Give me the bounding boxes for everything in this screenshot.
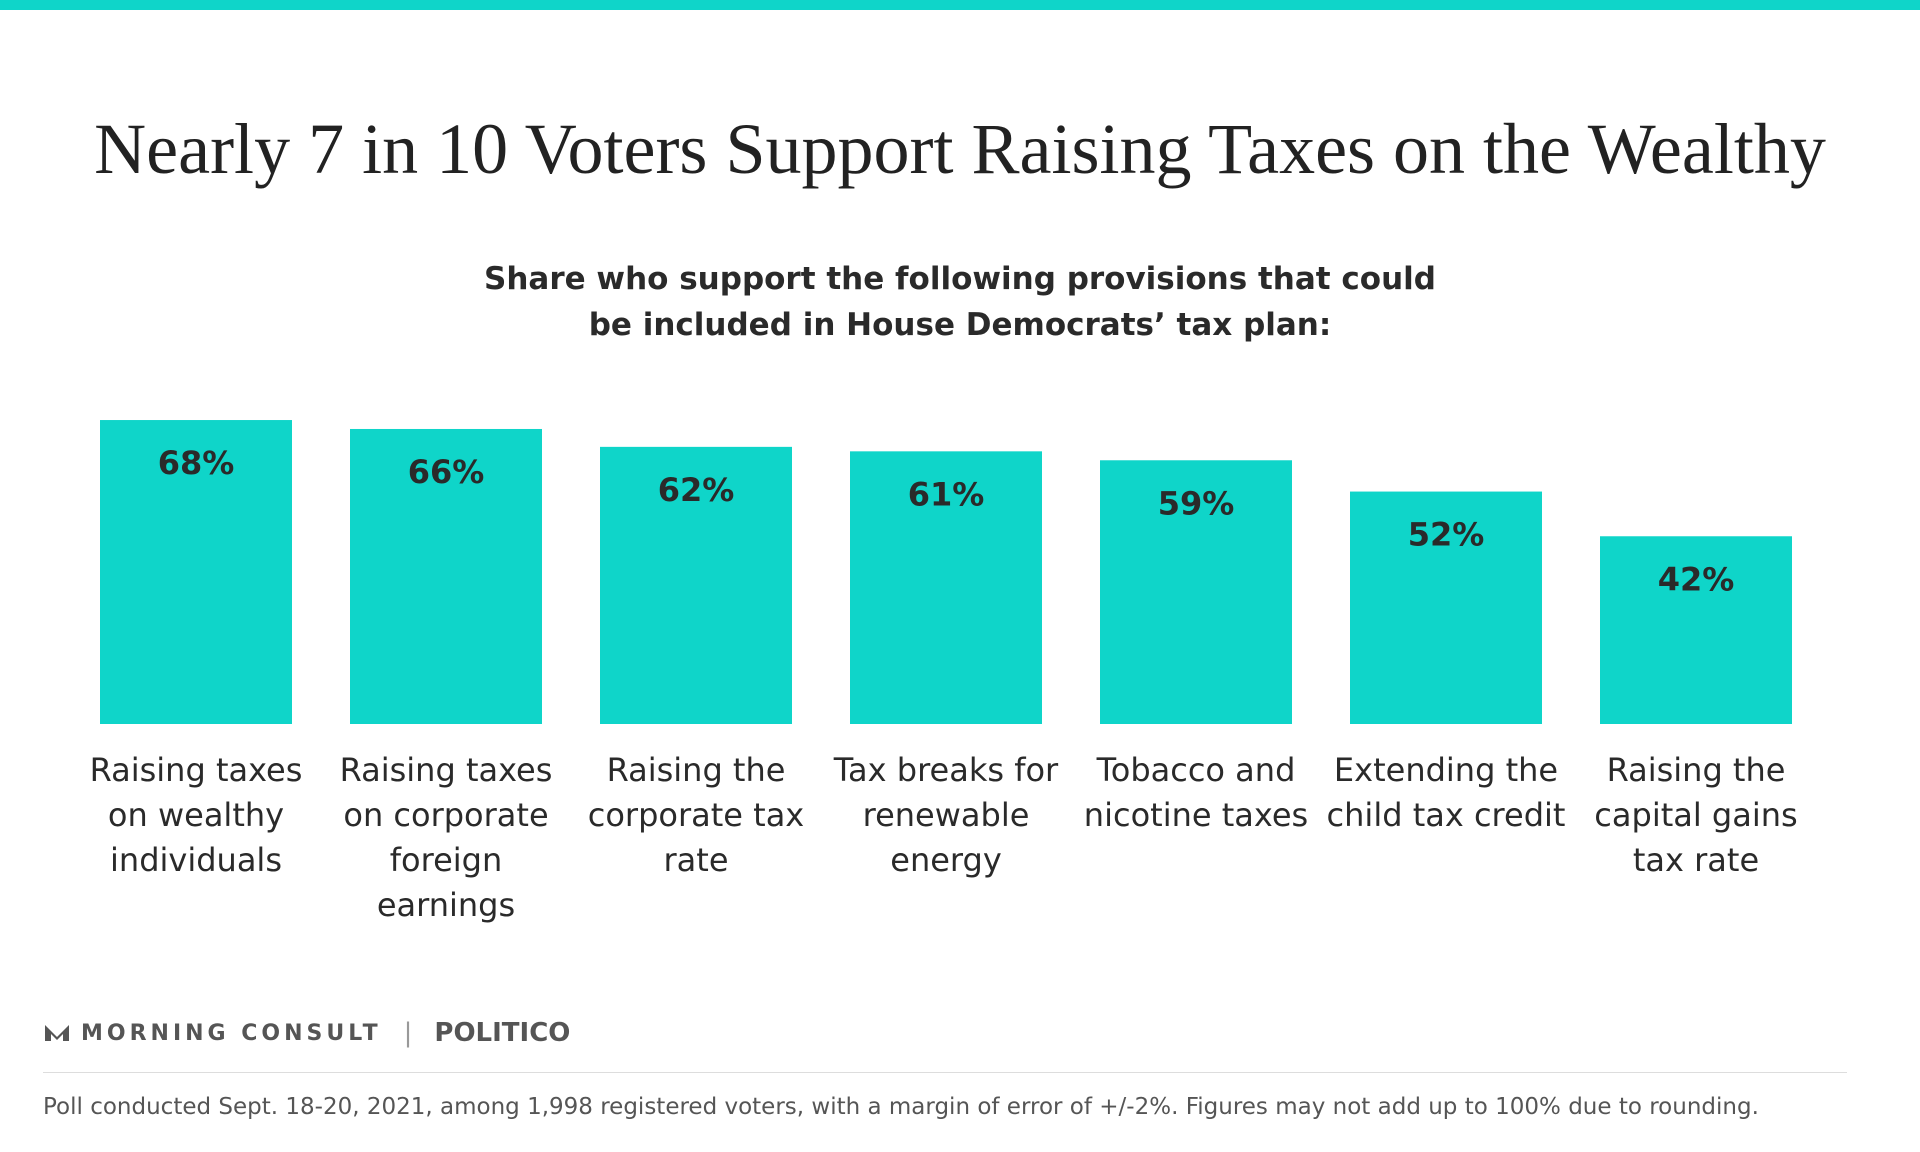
value-label: 52% [1408, 516, 1485, 554]
category-label: Extending the child tax credit [1326, 751, 1566, 834]
value-label: 61% [908, 475, 985, 513]
partner: POLITICO [434, 1018, 571, 1048]
chart-subtitle: Share who support the following provisio… [484, 261, 1436, 343]
chart-title: Nearly 7 in 10 Voters Support Raising Ta… [94, 109, 1826, 189]
footer-rule [43, 1072, 1847, 1073]
value-label: 66% [408, 453, 485, 491]
category-label: Raising taxes on corporate foreign earni… [339, 751, 553, 924]
bar [350, 428, 542, 724]
logo: MORNING CONSULT | POLITICO [43, 1016, 570, 1050]
category-label: Tobacco and nicotine taxes [1083, 751, 1309, 834]
bar [600, 446, 792, 724]
chart: 68% 66% 62% 61% 59% 52% 42% [100, 420, 1792, 724]
separator: | [403, 1018, 413, 1048]
category-label: Raising the capital gains tax rate [1594, 751, 1798, 879]
value-label: 42% [1658, 560, 1735, 598]
bar [1350, 491, 1542, 724]
bar [1100, 460, 1292, 724]
category-label: Raising the corporate tax rate [587, 751, 805, 879]
bar [100, 420, 292, 724]
category-label: Tax breaks for renewable energy [833, 751, 1059, 879]
value-label: 62% [658, 471, 735, 509]
bar [1600, 536, 1792, 724]
top-stripe [0, 0, 1920, 10]
value-label: 59% [1158, 484, 1235, 522]
brand: MORNING CONSULT [81, 1020, 382, 1046]
bar [850, 451, 1042, 724]
logo-icon [45, 1025, 69, 1041]
category-label: Raising taxes on wealthy individuals [89, 751, 303, 879]
footnote: Poll conducted Sept. 18-20, 2021, among … [43, 1094, 1759, 1120]
value-label: 68% [158, 444, 235, 482]
